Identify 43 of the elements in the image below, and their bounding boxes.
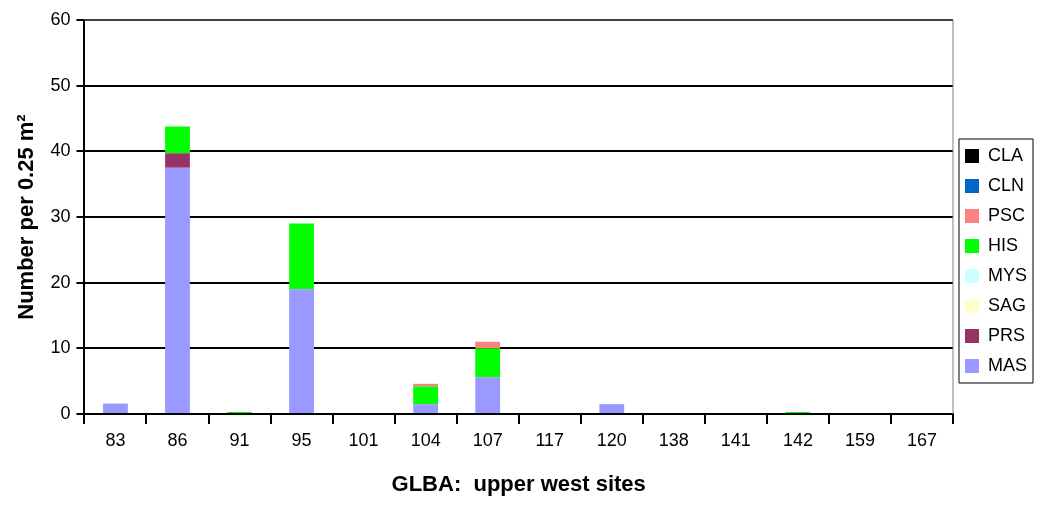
x-tick-label: 91 bbox=[229, 429, 250, 450]
legend-label: PRS bbox=[987, 324, 1026, 345]
bar bbox=[289, 223, 314, 290]
x-tick-label: 167 bbox=[906, 429, 937, 450]
y-tick-label: 0 bbox=[60, 402, 71, 423]
bar bbox=[165, 126, 190, 154]
legend-label: MYS bbox=[987, 264, 1028, 285]
y-tick-label: 30 bbox=[50, 205, 71, 226]
bar bbox=[475, 377, 501, 413]
x-tick-label: 117 bbox=[535, 429, 565, 450]
y-tick-label: 40 bbox=[50, 140, 71, 161]
bar bbox=[165, 153, 190, 168]
x-tick-label: 86 bbox=[167, 429, 188, 450]
x-tick-label: 101 bbox=[348, 429, 379, 450]
legend-label: HIS bbox=[987, 234, 1019, 255]
bar bbox=[289, 289, 314, 413]
bar bbox=[475, 348, 501, 378]
bar bbox=[599, 404, 625, 413]
x-tick-label: 142 bbox=[782, 429, 813, 450]
bar bbox=[165, 167, 190, 413]
y-axis-title: Number per 0.25 m² bbox=[13, 114, 39, 320]
x-tick-label: 159 bbox=[844, 429, 875, 450]
x-tick-label: 107 bbox=[472, 429, 503, 450]
legend-label: CLN bbox=[987, 174, 1025, 195]
y-tick-label: 20 bbox=[50, 271, 71, 292]
x-axis-title: GLBA: upper west sites bbox=[391, 470, 646, 496]
bar bbox=[475, 341, 501, 349]
x-tick-label: 141 bbox=[720, 429, 751, 450]
y-tick-label: 50 bbox=[50, 74, 71, 95]
y-tick-label: 10 bbox=[50, 337, 71, 358]
x-tick-label: 83 bbox=[105, 429, 126, 450]
x-tick-label: 104 bbox=[410, 429, 441, 450]
bar bbox=[103, 403, 128, 413]
x-tick-label: 120 bbox=[596, 429, 627, 450]
x-tick-label: 95 bbox=[291, 429, 312, 450]
legend-label: MAS bbox=[987, 354, 1028, 375]
bar bbox=[413, 386, 439, 405]
legend-label: SAG bbox=[987, 294, 1027, 315]
x-tick-label: 138 bbox=[658, 429, 689, 450]
bar bbox=[413, 404, 439, 413]
legend-label: PSC bbox=[987, 204, 1026, 225]
y-tick-label: 60 bbox=[50, 8, 71, 29]
legend-label: CLA bbox=[987, 144, 1024, 165]
